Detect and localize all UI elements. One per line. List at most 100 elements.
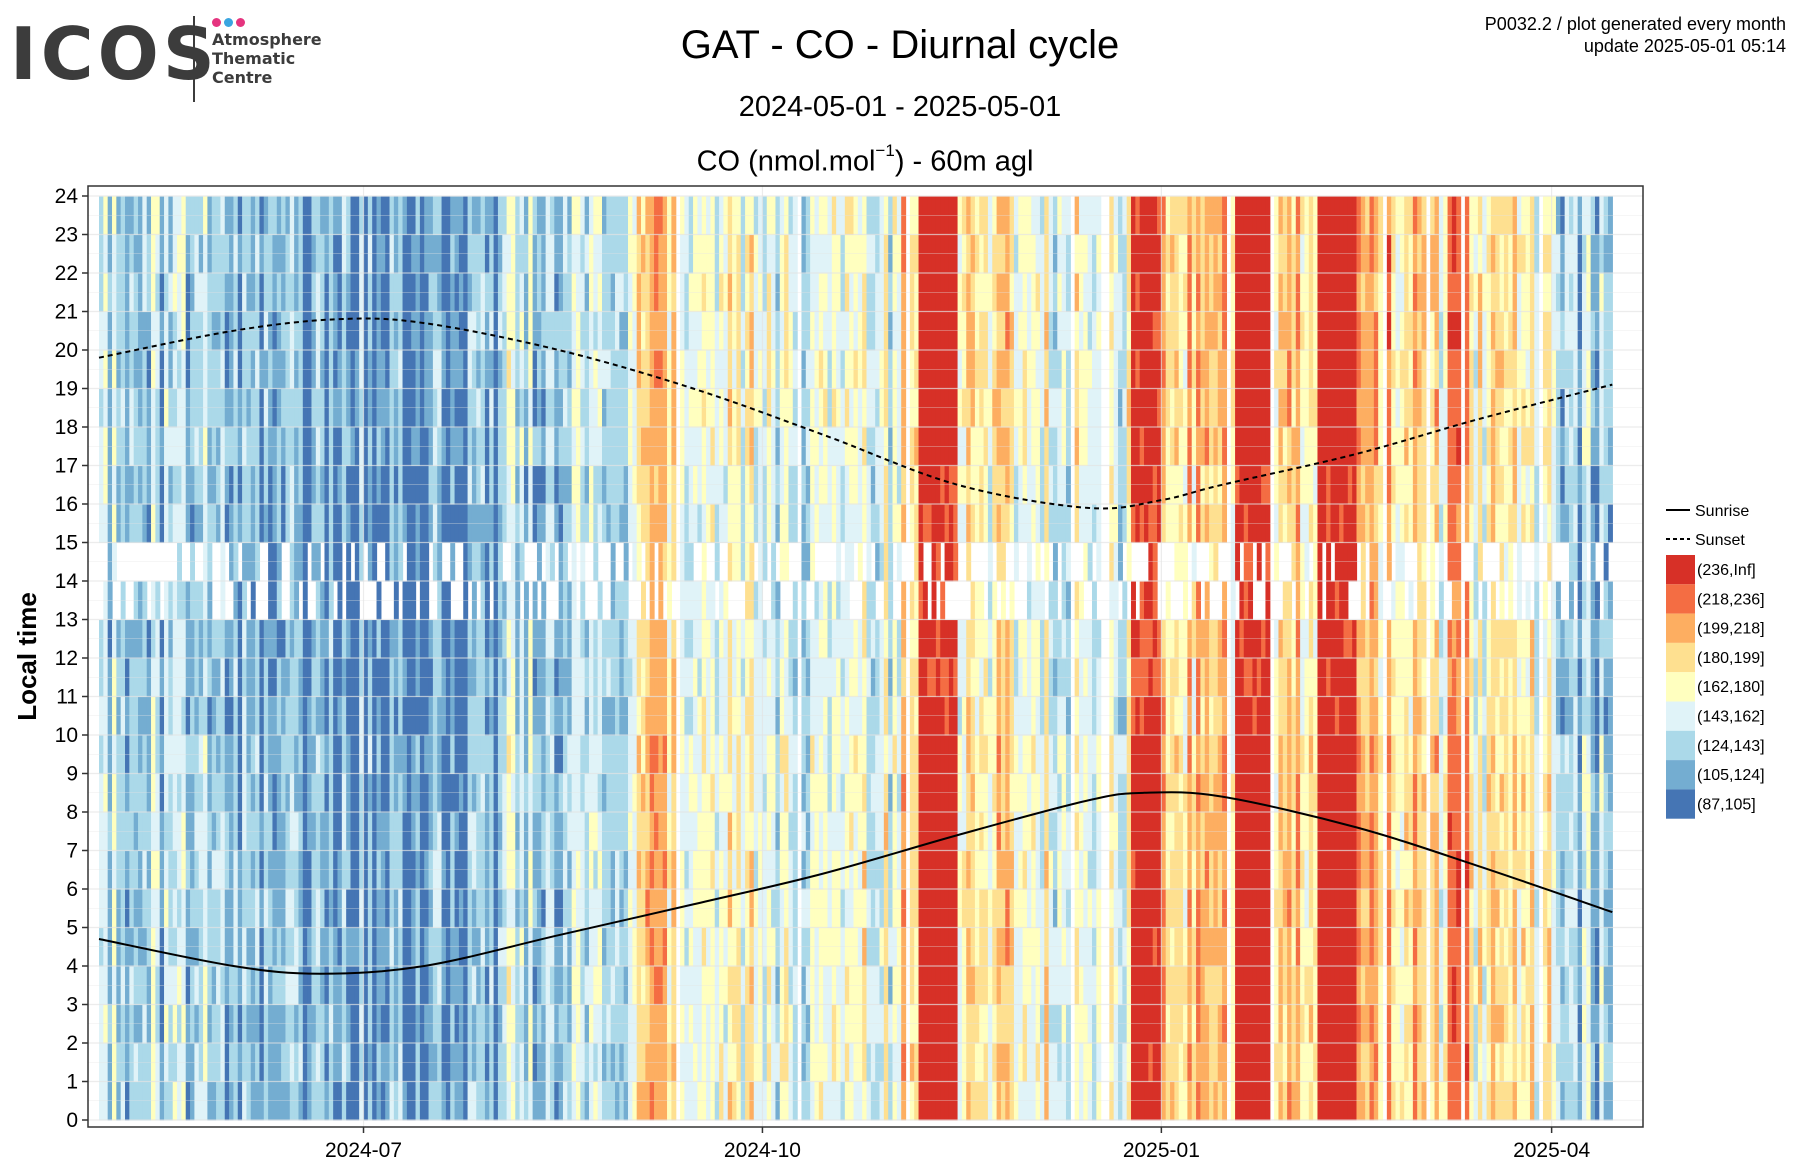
heatmap-cell: [805, 427, 811, 466]
heatmap-cell: [1005, 812, 1011, 851]
heatmap-cell: [1022, 658, 1028, 697]
heatmap-cell: [393, 620, 399, 659]
heatmap-cell: [237, 581, 243, 620]
heatmap-cell: [966, 966, 972, 1005]
heatmap-cell: [164, 196, 169, 235]
heatmap-cell: [1005, 889, 1011, 928]
heatmap-cell: [281, 504, 287, 543]
heatmap-cell: [645, 658, 651, 697]
heatmap-cell: [385, 466, 391, 505]
heatmap-cell: [554, 350, 560, 389]
heatmap-cell: [814, 427, 820, 466]
heatmap-cell: [749, 273, 755, 312]
heatmap-cell: [164, 697, 169, 736]
heatmap-cell: [120, 658, 126, 697]
heatmap-cell: [593, 543, 599, 582]
heatmap-cell: [883, 350, 889, 389]
heatmap-cell: [792, 1043, 798, 1082]
heatmap-cell: [779, 966, 785, 1005]
heatmap-cell: [914, 1043, 920, 1082]
heatmap-cell: [346, 774, 352, 813]
heatmap-cell: [224, 1082, 230, 1121]
heatmap-cell: [389, 273, 395, 312]
heatmap-cell: [385, 812, 391, 851]
heatmap-cell: [125, 812, 130, 851]
heatmap-cell: [450, 851, 456, 890]
heatmap-cell: [823, 1082, 829, 1121]
heatmap-cell: [771, 697, 777, 736]
heatmap-cell: [1013, 1082, 1019, 1121]
heatmap-cell: [502, 697, 508, 736]
heatmap-cell: [814, 1005, 820, 1044]
heatmap-cell: [229, 427, 235, 466]
heatmap-cell: [142, 581, 148, 620]
heatmap-cell: [771, 196, 777, 235]
heatmap-cell: [341, 1082, 347, 1121]
heatmap-cell: [159, 851, 165, 890]
heatmap-cell: [662, 273, 668, 312]
heatmap-cell: [493, 697, 499, 736]
heatmap-cell: [402, 427, 408, 466]
heatmap-cell: [320, 389, 326, 428]
heatmap-cell: [853, 658, 859, 697]
heatmap-cell: [1018, 774, 1024, 813]
heatmap-cell: [558, 774, 564, 813]
heatmap-cell: [562, 1043, 568, 1082]
heatmap-cell: [458, 312, 464, 351]
heatmap-cell: [333, 1005, 339, 1044]
heatmap-cell: [749, 427, 755, 466]
heatmap-cell: [610, 658, 616, 697]
heatmap-cell: [185, 966, 191, 1005]
heatmap-cell: [558, 273, 564, 312]
heatmap-cell: [922, 889, 928, 928]
heatmap-cell: [810, 504, 816, 543]
heatmap-cell: [146, 1043, 152, 1082]
heatmap-cell: [181, 581, 187, 620]
heatmap-cell: [112, 273, 117, 312]
heatmap-cell: [983, 697, 989, 736]
heatmap-cell: [419, 966, 425, 1005]
heatmap-cell: [636, 735, 642, 774]
heatmap-cell: [580, 966, 586, 1005]
heatmap-cell: [220, 427, 226, 466]
heatmap-cell: [220, 196, 226, 235]
heatmap-cell: [497, 350, 503, 389]
heatmap-cell: [1018, 427, 1024, 466]
heatmap-cell: [1013, 504, 1019, 543]
heatmap-cell: [987, 504, 993, 543]
heatmap-cell: [957, 851, 963, 890]
heatmap-cell: [723, 1005, 729, 1044]
heatmap-cell: [771, 235, 777, 274]
heatmap-cell: [753, 889, 759, 928]
heatmap-cell: [779, 889, 785, 928]
heatmap-cell: [840, 466, 846, 505]
heatmap-cell: [528, 735, 534, 774]
heatmap-cell: [974, 504, 980, 543]
heatmap-cell: [1022, 889, 1028, 928]
heatmap-cell: [203, 196, 209, 235]
heatmap-cell: [350, 273, 356, 312]
heatmap-cell: [662, 1005, 668, 1044]
heatmap-cell: [749, 658, 755, 697]
heatmap-cell: [203, 697, 209, 736]
heatmap-cell: [875, 273, 881, 312]
heatmap-cell: [380, 1043, 386, 1082]
heatmap-cell: [354, 543, 360, 582]
heatmap-cell: [866, 697, 872, 736]
heatmap-cell: [294, 620, 300, 659]
heatmap-cell: [745, 658, 751, 697]
heatmap-cell: [909, 966, 915, 1005]
heatmap-cell: [619, 466, 625, 505]
heatmap-cell: [671, 774, 677, 813]
heatmap-cell: [593, 1082, 599, 1121]
heatmap-cell: [545, 966, 551, 1005]
heatmap-cell: [489, 774, 495, 813]
heatmap-cell: [740, 697, 746, 736]
heatmap-cell: [710, 466, 716, 505]
heatmap-cell: [528, 350, 534, 389]
heatmap-cell: [727, 966, 733, 1005]
heatmap-cell: [792, 312, 798, 351]
heatmap-cell: [723, 389, 729, 428]
heatmap-cell: [250, 697, 256, 736]
heatmap-cell: [588, 774, 594, 813]
